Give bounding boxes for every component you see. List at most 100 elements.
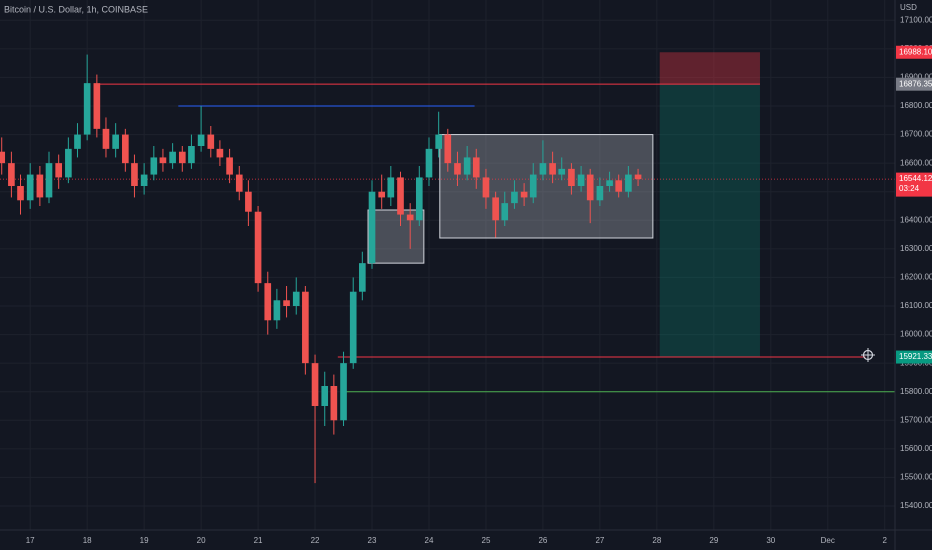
candle-body bbox=[415, 177, 423, 221]
candle-body bbox=[235, 174, 243, 192]
candle-body bbox=[330, 386, 338, 421]
price-label-box bbox=[896, 172, 932, 197]
candle-body bbox=[340, 363, 347, 421]
y-tick-label: 16800.00 bbox=[900, 101, 932, 110]
candle-body bbox=[273, 300, 281, 321]
candle-body bbox=[45, 163, 53, 198]
candle-body bbox=[577, 174, 585, 186]
price-label: 15921.33 bbox=[899, 352, 932, 361]
candle-body bbox=[463, 157, 471, 175]
candle-body bbox=[492, 197, 499, 221]
x-tick-label: Dec bbox=[821, 536, 835, 545]
candle-body bbox=[207, 134, 215, 149]
candle-body bbox=[472, 157, 480, 178]
y-tick-label: 16100.00 bbox=[900, 301, 932, 310]
x-tick-label: 28 bbox=[652, 536, 661, 545]
y-tick-label: 16900.00 bbox=[900, 73, 932, 82]
candle-body bbox=[245, 191, 252, 212]
candle-body bbox=[83, 83, 91, 135]
candle-body bbox=[520, 191, 528, 198]
candle-body bbox=[197, 134, 205, 146]
unit-label: USD bbox=[900, 3, 917, 12]
candle-body bbox=[321, 386, 329, 406]
x-tick-label: 29 bbox=[709, 536, 718, 545]
y-tick-label: 16200.00 bbox=[900, 273, 932, 282]
candle-body bbox=[36, 174, 44, 198]
y-tick-label: 16400.00 bbox=[900, 215, 932, 224]
x-tick-label: 22 bbox=[311, 536, 320, 545]
candle-body bbox=[140, 174, 148, 186]
y-tick-label: 15600.00 bbox=[900, 444, 932, 453]
candle-body bbox=[378, 191, 386, 198]
y-tick-label: 15800.00 bbox=[900, 387, 932, 396]
x-tick-label: 21 bbox=[254, 536, 263, 545]
stop-zone bbox=[659, 52, 760, 85]
candle-body bbox=[625, 174, 632, 192]
candle-body bbox=[529, 174, 537, 198]
y-tick-label: 16700.00 bbox=[900, 130, 932, 139]
candle-body bbox=[435, 134, 442, 149]
candle-body bbox=[359, 263, 366, 292]
candle-body bbox=[188, 146, 195, 164]
x-tick-label: 30 bbox=[766, 536, 775, 545]
candle-body bbox=[482, 177, 490, 198]
range-box bbox=[367, 209, 425, 264]
candle-body bbox=[74, 134, 81, 149]
candle-body bbox=[501, 203, 509, 221]
candle-body bbox=[387, 177, 395, 198]
price-label-box bbox=[896, 45, 932, 59]
x-tick-label: 17 bbox=[26, 536, 35, 545]
candle-body bbox=[216, 148, 224, 158]
y-tick-label: 16300.00 bbox=[900, 244, 932, 253]
candle-body bbox=[311, 363, 319, 406]
candle-body bbox=[55, 163, 63, 178]
price-label-box bbox=[896, 77, 932, 91]
chart-title: Bitcoin / U.S. Dollar, 1h, COINBASE bbox=[4, 4, 148, 14]
price-label: 16988.10 bbox=[899, 47, 932, 56]
crosshair-icon[interactable] bbox=[861, 348, 875, 362]
candle-body bbox=[264, 283, 272, 321]
candle-body bbox=[17, 186, 24, 201]
candle-body bbox=[634, 174, 642, 180]
candle-body bbox=[606, 180, 613, 186]
countdown-label: 03:24 bbox=[899, 184, 920, 193]
candle-body bbox=[586, 174, 594, 201]
candle-body bbox=[254, 211, 262, 284]
x-tick-label: 24 bbox=[425, 536, 434, 545]
candle-body bbox=[122, 134, 129, 164]
candle-body bbox=[425, 148, 433, 178]
y-tick-label: 15500.00 bbox=[900, 473, 932, 482]
candle-body bbox=[406, 214, 414, 221]
candle-body bbox=[65, 148, 72, 178]
candle-body bbox=[0, 151, 6, 164]
price-label: 16876.35 bbox=[899, 79, 932, 88]
x-tick-label: 19 bbox=[140, 536, 149, 545]
x-tick-label: 18 bbox=[83, 536, 92, 545]
candle-body bbox=[283, 300, 290, 306]
candle-body bbox=[112, 134, 119, 149]
candle-body bbox=[444, 134, 452, 164]
candle-body bbox=[397, 177, 404, 215]
candle-body bbox=[292, 291, 300, 306]
candle-body bbox=[102, 128, 110, 149]
x-tick-label: 26 bbox=[538, 536, 547, 545]
candle-body bbox=[93, 83, 101, 129]
candle-body bbox=[568, 168, 575, 186]
candle-body bbox=[169, 151, 176, 164]
candle-body bbox=[368, 191, 376, 264]
y-tick-label: 17100.00 bbox=[900, 15, 932, 24]
x-tick-label: 23 bbox=[368, 536, 377, 545]
x-tick-label: 27 bbox=[595, 536, 604, 545]
candle-body bbox=[8, 163, 15, 186]
candle-body bbox=[596, 186, 604, 201]
candle-body bbox=[159, 157, 167, 164]
y-tick-label: 16600.00 bbox=[900, 158, 932, 167]
y-tick-label: 15400.00 bbox=[900, 501, 932, 510]
candle-body bbox=[226, 157, 233, 175]
y-tick-label: 15700.00 bbox=[900, 415, 932, 424]
candle-body bbox=[150, 157, 158, 175]
